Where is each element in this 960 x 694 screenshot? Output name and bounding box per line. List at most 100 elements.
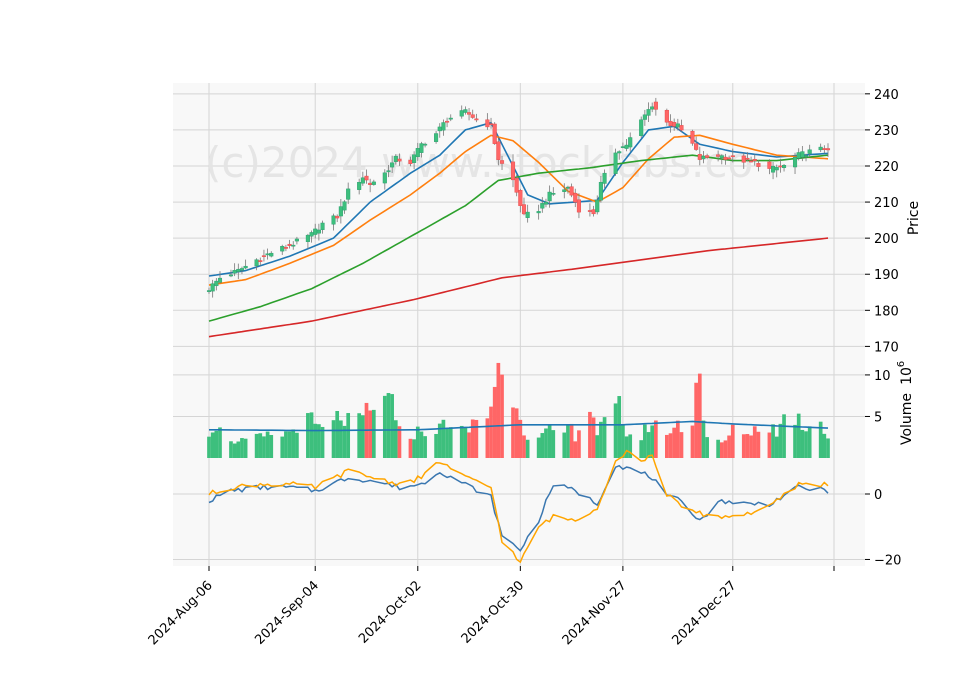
moving-average-line-ma_200 — [208, 237, 829, 338]
candle — [602, 169, 607, 189]
candle — [217, 271, 223, 284]
candle — [719, 154, 724, 165]
candle — [664, 108, 669, 126]
volume-bar — [727, 435, 731, 458]
candle — [261, 249, 266, 262]
volume-bar — [701, 420, 706, 458]
volume-bar — [621, 424, 625, 458]
candle-body-down — [825, 148, 831, 151]
candle-body-up — [228, 274, 234, 277]
candle-body-up — [382, 172, 387, 184]
candle — [679, 119, 684, 132]
candle-body-up — [800, 151, 805, 158]
candle-body-down — [664, 109, 669, 123]
candle-body-up — [448, 117, 453, 120]
candle-body-down — [752, 158, 757, 162]
volume-bar — [679, 432, 684, 458]
candle — [239, 266, 245, 275]
volume-bar — [437, 423, 442, 458]
volume-bar — [459, 425, 464, 458]
candle-body-up — [459, 110, 464, 117]
candle-body-down — [514, 177, 519, 193]
candle-body-up — [650, 106, 655, 110]
candle — [397, 153, 402, 166]
candle-body-up — [774, 167, 779, 171]
candle-body-up — [782, 165, 787, 168]
candle-body-up — [540, 203, 545, 209]
candle — [316, 223, 321, 241]
candle — [463, 106, 468, 115]
candle-body-up — [419, 143, 424, 153]
volume-bar — [291, 429, 296, 458]
y-tick-label: 170 — [874, 340, 899, 355]
candle — [492, 122, 497, 145]
volume-bar — [423, 436, 427, 458]
volume-bar — [393, 420, 398, 458]
volume-bar — [518, 419, 523, 458]
candle-body-up — [771, 165, 776, 173]
candle — [510, 154, 516, 188]
candle-body-down — [727, 157, 732, 160]
candle-body-up — [346, 188, 351, 200]
candle-body-up — [210, 283, 215, 292]
candle — [800, 146, 805, 162]
volume-bar — [643, 424, 647, 458]
candle-body-up — [617, 151, 622, 154]
volume-bar — [229, 441, 233, 458]
volume-bar — [668, 433, 673, 458]
candle-body-up — [595, 199, 600, 213]
candle-body-down — [668, 120, 673, 126]
candle-body-up — [331, 215, 336, 225]
volume-bar — [599, 421, 603, 458]
candle — [705, 153, 710, 160]
candle — [243, 259, 248, 270]
candle — [470, 109, 475, 119]
volume-bar — [240, 438, 244, 458]
candle-body-up — [792, 156, 798, 168]
candle-body-down — [518, 190, 523, 206]
candle-body-up — [536, 211, 541, 214]
volume-bar — [306, 413, 310, 458]
candle — [653, 97, 658, 116]
volume-bar — [309, 412, 314, 458]
candle-body-down — [749, 160, 754, 163]
candle — [445, 117, 450, 128]
volume-bar — [536, 437, 541, 458]
volume-bar — [807, 426, 812, 458]
volume-bar — [774, 436, 779, 458]
candle — [423, 142, 428, 148]
candle — [628, 132, 633, 152]
candle-body-down — [258, 260, 263, 262]
volume-bar — [408, 438, 413, 458]
candle-body-down — [467, 112, 472, 115]
volume-bar — [588, 411, 592, 458]
candle — [346, 182, 351, 205]
volume-bar — [390, 394, 394, 458]
candle — [745, 152, 750, 162]
candle-body-up — [598, 181, 603, 201]
candle-body-up — [719, 155, 724, 159]
candle-body-up — [239, 268, 245, 271]
volume-bar — [262, 436, 266, 458]
volume-bar — [719, 442, 724, 458]
candle — [540, 197, 545, 213]
volume-bar — [697, 373, 702, 458]
candle-body-up — [613, 152, 618, 174]
volume-bar — [716, 439, 720, 458]
candle-body-down — [408, 159, 413, 164]
volume-bar — [796, 413, 801, 458]
watermark-text: (c)2024 www.stocklabs.co — [205, 138, 753, 187]
candle-body-down — [485, 119, 490, 128]
candle-body-up — [415, 148, 420, 158]
volume-bar — [445, 428, 449, 458]
y-tick-label: −20 — [874, 553, 901, 568]
volume-bar — [569, 423, 574, 458]
candle — [752, 154, 757, 166]
volume-bar — [320, 426, 325, 458]
candle-body-down — [335, 215, 340, 219]
candle — [386, 165, 391, 178]
candle — [269, 251, 274, 258]
volume-bar — [551, 430, 556, 458]
volume-bar — [360, 415, 365, 458]
candle — [459, 105, 464, 119]
